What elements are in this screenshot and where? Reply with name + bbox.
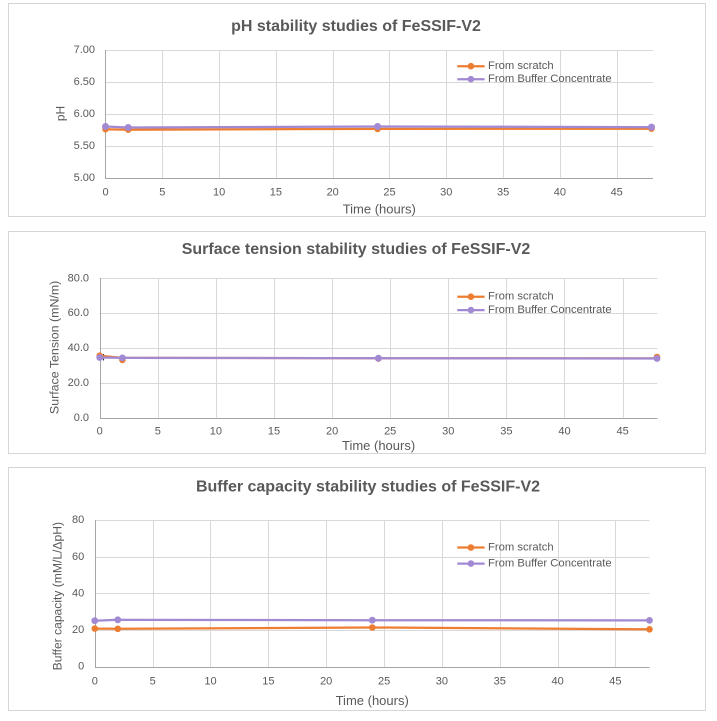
svg-text:7.00: 7.00	[74, 44, 95, 56]
svg-text:0: 0	[102, 187, 108, 199]
svg-text:25: 25	[378, 676, 390, 688]
svg-text:40.0: 40.0	[68, 342, 89, 354]
svg-text:15: 15	[262, 676, 274, 688]
svg-text:20: 20	[72, 624, 84, 636]
svg-text:6.50: 6.50	[74, 76, 95, 88]
svg-text:Time (hours): Time (hours)	[336, 693, 409, 708]
svg-text:40: 40	[72, 587, 84, 599]
svg-text:Surface Tension (mN/m): Surface Tension (mN/m)	[48, 281, 62, 414]
svg-text:From Buffer Concentrate: From Buffer Concentrate	[488, 73, 612, 85]
svg-text:From Buffer Concentrate: From Buffer Concentrate	[488, 304, 612, 316]
svg-text:0: 0	[78, 661, 84, 673]
svg-text:80: 80	[72, 514, 84, 526]
svg-text:From scratch: From scratch	[488, 291, 554, 303]
svg-text:Buffer capacity stability stud: Buffer capacity stability studies of FeS…	[196, 478, 540, 495]
svg-text:45: 45	[616, 426, 628, 438]
svg-text:10: 10	[210, 426, 222, 438]
svg-text:45: 45	[609, 676, 621, 688]
svg-text:Time (hours): Time (hours)	[343, 201, 416, 216]
svg-text:30: 30	[436, 676, 448, 688]
svg-text:35: 35	[494, 676, 506, 688]
svg-text:35: 35	[497, 187, 509, 199]
svg-text:5.00: 5.00	[74, 172, 95, 184]
svg-text:0.0: 0.0	[74, 412, 89, 424]
svg-text:60.0: 60.0	[68, 307, 89, 319]
svg-text:pH stability studies of FeSSIF: pH stability studies of FeSSIF-V2	[231, 18, 481, 35]
svg-text:From scratch: From scratch	[488, 542, 554, 554]
svg-text:Buffer capacity (mM/L/ΔpH): Buffer capacity (mM/L/ΔpH)	[51, 522, 65, 670]
svg-text:15: 15	[268, 426, 280, 438]
svg-text:25: 25	[383, 187, 395, 199]
svg-text:Time (hours): Time (hours)	[342, 438, 415, 453]
svg-text:40: 40	[551, 676, 563, 688]
svg-text:20.0: 20.0	[68, 377, 89, 389]
svg-text:30: 30	[442, 426, 454, 438]
svg-text:60: 60	[72, 551, 84, 563]
svg-text:From scratch: From scratch	[488, 60, 554, 72]
svg-text:20: 20	[327, 187, 339, 199]
svg-text:5: 5	[159, 187, 165, 199]
svg-text:40: 40	[554, 187, 566, 199]
svg-text:6.00: 6.00	[74, 108, 95, 120]
svg-text:20: 20	[326, 426, 338, 438]
svg-text:10: 10	[213, 187, 225, 199]
svg-text:45: 45	[611, 187, 623, 199]
svg-text:10: 10	[204, 676, 216, 688]
svg-text:15: 15	[270, 187, 282, 199]
svg-text:80.0: 80.0	[68, 272, 89, 284]
svg-text:5: 5	[155, 426, 161, 438]
svg-text:40: 40	[558, 426, 570, 438]
svg-text:5: 5	[150, 676, 156, 688]
svg-text:0: 0	[97, 426, 103, 438]
svg-text:35: 35	[500, 426, 512, 438]
svg-text:0: 0	[92, 676, 98, 688]
svg-text:20: 20	[320, 676, 332, 688]
svg-text:pH: pH	[54, 106, 68, 121]
svg-text:From Buffer Concentrate: From Buffer Concentrate	[488, 558, 612, 570]
svg-text:5.50: 5.50	[74, 140, 95, 152]
svg-text:25: 25	[384, 426, 396, 438]
svg-text:Surface tension stability stud: Surface tension stability studies of FeS…	[182, 241, 531, 258]
svg-text:30: 30	[440, 187, 452, 199]
